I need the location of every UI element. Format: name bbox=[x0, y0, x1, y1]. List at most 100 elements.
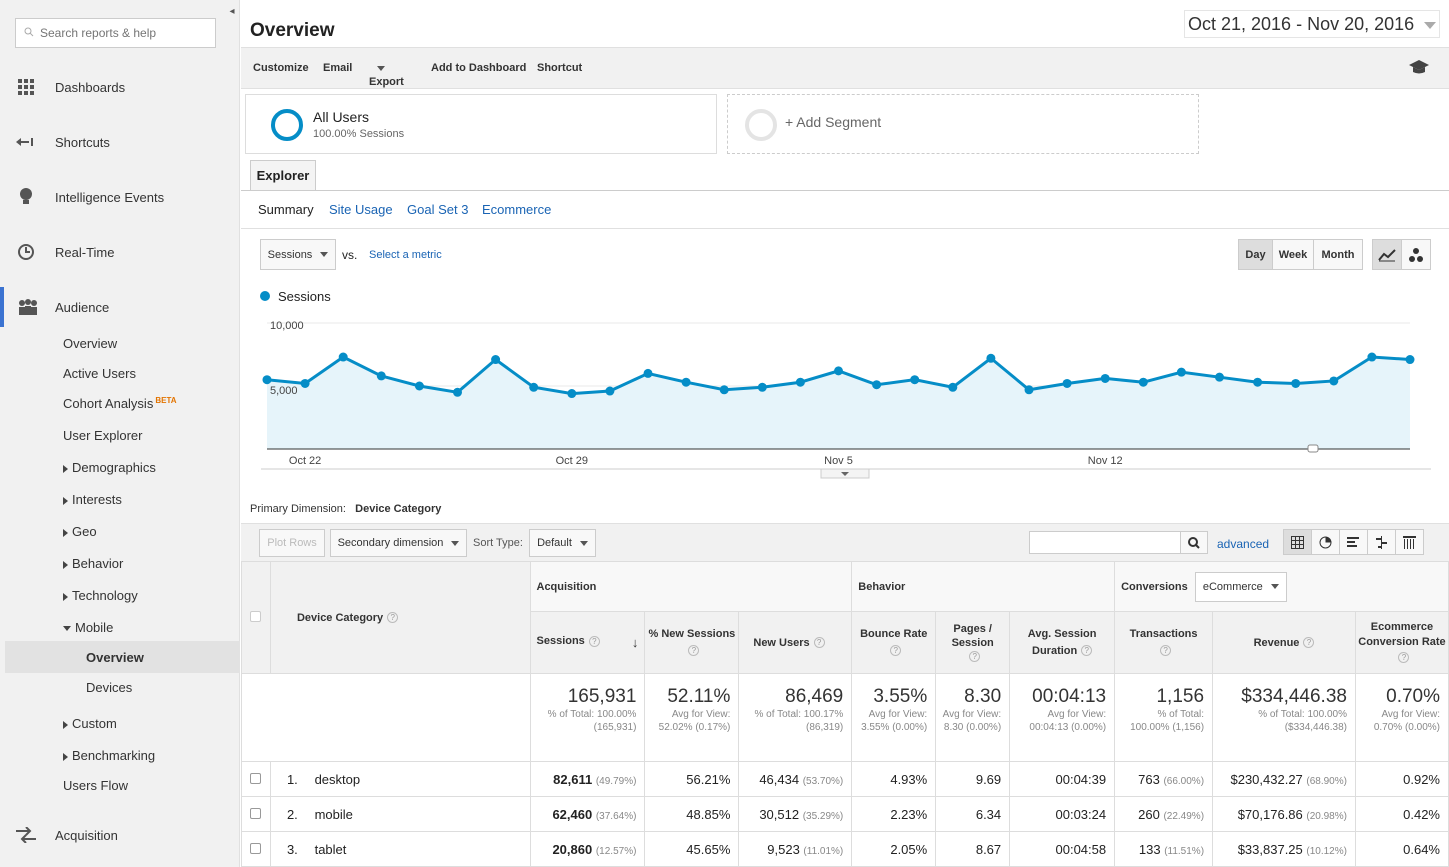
table-row[interactable]: 1. desktop 82,611 (49.79%) 56.21% 46,434 (5… bbox=[241, 761, 1449, 797]
view-performance-button[interactable] bbox=[1339, 529, 1368, 555]
line-chart-toggle[interactable] bbox=[1372, 239, 1402, 270]
search-input[interactable] bbox=[40, 26, 200, 40]
help-icon[interactable]: ? bbox=[588, 635, 600, 647]
sort-type-select[interactable]: Default bbox=[529, 529, 596, 557]
col-conversion-rate[interactable]: Ecommerce Conversion Rate? bbox=[1354, 611, 1449, 674]
table-row[interactable]: 2. mobile 62,460 (37.64%) 48.85% 30,512 (35… bbox=[241, 796, 1449, 832]
nav-dashboards[interactable]: Dashboards bbox=[0, 67, 240, 107]
customize-button[interactable]: Customize bbox=[253, 62, 309, 74]
motion-chart-toggle[interactable] bbox=[1401, 239, 1431, 270]
nav-mobile-devices[interactable]: Devices bbox=[86, 680, 133, 695]
sort-arrow-down-icon[interactable]: ↓ bbox=[631, 635, 639, 650]
col-new-users[interactable]: New Users? bbox=[738, 611, 853, 674]
nav-label: Behavior bbox=[72, 556, 124, 571]
table-search-input[interactable] bbox=[1029, 531, 1181, 554]
nav-label: Dashboards bbox=[55, 79, 126, 95]
view-pivot-button[interactable] bbox=[1395, 529, 1424, 555]
segment-all-users[interactable]: All Users 100.00% Sessions bbox=[245, 94, 717, 154]
subtab-summary[interactable]: Summary bbox=[258, 202, 314, 217]
nav-user-explorer[interactable]: User Explorer bbox=[63, 428, 143, 443]
nav-shortcuts[interactable]: Shortcuts bbox=[0, 122, 240, 162]
data-point bbox=[262, 375, 272, 385]
tab-explorer[interactable]: Explorer bbox=[250, 160, 316, 191]
period-day-button[interactable]: Day bbox=[1238, 239, 1273, 270]
nav-technology[interactable]: Technology bbox=[63, 588, 138, 603]
help-icon[interactable]: ? bbox=[813, 637, 825, 649]
help-icon[interactable]: ? bbox=[969, 651, 981, 663]
nav-mobile-overview[interactable]: Overview bbox=[86, 650, 144, 665]
nav-interests[interactable]: Interests bbox=[63, 492, 122, 507]
select-all-checkbox[interactable] bbox=[250, 610, 262, 622]
nav-geo[interactable]: Geo bbox=[63, 524, 97, 539]
export-button[interactable]: Export bbox=[369, 62, 404, 88]
primary-dimension-value[interactable]: Device Category bbox=[355, 503, 442, 515]
col-sessions[interactable]: Sessions? ↓ bbox=[529, 611, 646, 674]
date-range-picker[interactable]: Oct 21, 2016 - Nov 20, 2016 bbox=[1184, 10, 1440, 38]
dimension-header[interactable]: Device Category? bbox=[269, 561, 531, 674]
col-revenue[interactable]: Revenue? bbox=[1212, 611, 1356, 674]
nav-cohort-analysis[interactable]: Cohort Analysis BETA bbox=[63, 396, 177, 411]
nav-label: Real-Time bbox=[55, 244, 115, 260]
data-point bbox=[1138, 377, 1148, 387]
nav-custom[interactable]: Custom bbox=[63, 716, 117, 731]
row-checkbox[interactable] bbox=[250, 772, 262, 784]
view-table-button[interactable] bbox=[1283, 529, 1312, 555]
nav-benchmarking[interactable]: Benchmarking bbox=[63, 748, 155, 763]
help-icon[interactable]: ? bbox=[1160, 645, 1172, 657]
conversion-select[interactable]: eCommerce bbox=[1194, 571, 1287, 602]
subtab-goal-set-3[interactable]: Goal Set 3 bbox=[407, 202, 469, 217]
x-tick-label: Oct 29 bbox=[556, 455, 588, 467]
sessions-value: 82,611 bbox=[553, 771, 593, 787]
add-segment[interactable]: + Add Segment bbox=[727, 94, 1199, 154]
row-checkbox[interactable] bbox=[250, 807, 262, 819]
device-link[interactable]: desktop bbox=[314, 771, 361, 787]
view-comparison-button[interactable] bbox=[1367, 529, 1396, 555]
help-icon[interactable]: ? bbox=[1303, 637, 1315, 649]
col-pages-session[interactable]: Pages / Session? bbox=[935, 611, 1011, 674]
view-pie-button[interactable] bbox=[1311, 529, 1340, 555]
row-checkbox[interactable] bbox=[250, 842, 262, 854]
sidebar: ◂ Dashboards Shortcuts Intelligence Even… bbox=[0, 0, 240, 867]
device-link[interactable]: tablet bbox=[314, 841, 347, 857]
help-icon[interactable]: ? bbox=[1398, 651, 1410, 663]
nav-demographics[interactable]: Demographics bbox=[63, 460, 156, 475]
help-icon[interactable]: ? bbox=[1081, 645, 1093, 657]
shortcut-button[interactable]: Shortcut bbox=[537, 62, 583, 74]
graduation-cap-icon[interactable] bbox=[1409, 59, 1429, 78]
email-button[interactable]: Email bbox=[323, 62, 353, 74]
advanced-link[interactable]: advanced bbox=[1217, 537, 1270, 551]
nav-intelligence-events[interactable]: Intelligence Events bbox=[0, 177, 240, 217]
device-link[interactable]: mobile bbox=[314, 806, 353, 822]
help-icon[interactable]: ? bbox=[387, 612, 399, 624]
subtab-ecommerce[interactable]: Ecommerce bbox=[482, 202, 552, 217]
table-search-button[interactable] bbox=[1180, 531, 1208, 554]
col-transactions[interactable]: Transactions? bbox=[1114, 611, 1214, 674]
segment-ring-icon bbox=[271, 109, 303, 141]
nav-mobile[interactable]: Mobile bbox=[63, 620, 113, 635]
help-icon[interactable]: ? bbox=[890, 645, 902, 657]
totals-row: 165,931% of Total: 100.00% (165,931) 52.1… bbox=[241, 673, 1449, 762]
report-toolbar: Customize Email Export Add to Dashboard … bbox=[241, 47, 1449, 89]
subtab-site-usage[interactable]: Site Usage bbox=[329, 202, 393, 217]
col-bounce-rate[interactable]: Bounce Rate? bbox=[851, 611, 937, 674]
search-box[interactable] bbox=[15, 18, 216, 48]
metric-select[interactable]: Sessions bbox=[260, 239, 336, 270]
period-week-button[interactable]: Week bbox=[1272, 239, 1314, 270]
nav-users-flow[interactable]: Users Flow bbox=[63, 778, 129, 793]
nav-real-time[interactable]: Real-Time bbox=[0, 232, 240, 272]
nav-audience-overview[interactable]: Overview bbox=[63, 336, 118, 351]
select-metric-link[interactable]: Select a metric bbox=[369, 249, 442, 261]
collapse-sidebar-icon[interactable]: ◂ bbox=[229, 6, 235, 17]
table-row[interactable]: 3. tablet 20,860 (12.57%) 45.65% 9,523 (11.… bbox=[241, 831, 1449, 867]
period-month-button[interactable]: Month bbox=[1313, 239, 1363, 270]
nav-audience[interactable]: Audience bbox=[0, 287, 240, 327]
col-new-sessions[interactable]: % New Sessions? bbox=[644, 611, 740, 674]
col-avg-duration[interactable]: Avg. Session Duration? bbox=[1009, 611, 1116, 674]
plot-rows-button[interactable]: Plot Rows bbox=[259, 529, 325, 557]
secondary-dimension-select[interactable]: Secondary dimension bbox=[330, 529, 467, 557]
help-icon[interactable]: ? bbox=[688, 645, 700, 657]
add-to-dashboard-button[interactable]: Add to Dashboard bbox=[431, 62, 527, 74]
nav-acquisition[interactable]: Acquisition bbox=[0, 815, 240, 855]
nav-behavior[interactable]: Behavior bbox=[63, 556, 123, 571]
nav-active-users[interactable]: Active Users bbox=[63, 366, 136, 381]
